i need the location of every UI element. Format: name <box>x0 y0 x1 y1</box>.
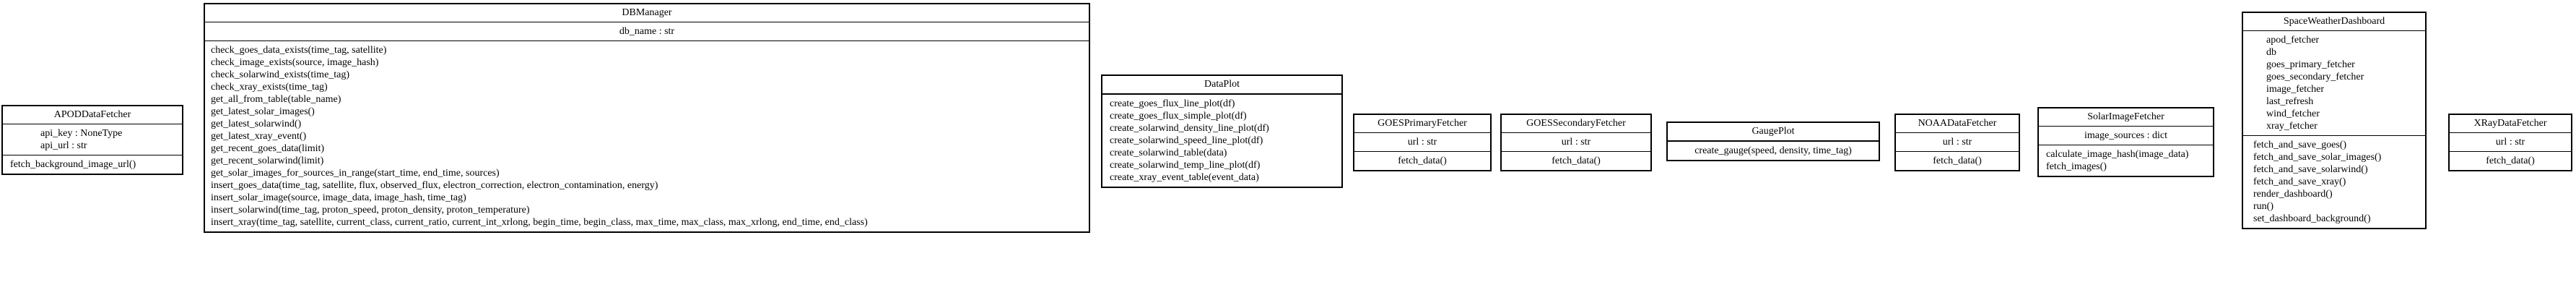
class-attributes: url : str <box>2450 133 2571 152</box>
class-methods: fetch_background_image_url() <box>3 155 182 174</box>
class-attributes: image_sources : dict <box>2039 127 2213 145</box>
class-attributes: url : str <box>1354 133 1490 152</box>
attribute: goes_secondary_fetcher <box>2266 72 2364 82</box>
method: create_solarwind_density_line_plot(df) <box>1110 123 1269 134</box>
method: get_all_from_table(table_name) <box>211 94 341 105</box>
class-name: NOAADataFetcher <box>1896 115 2019 133</box>
attribute: xray_fetcher <box>2266 121 2318 132</box>
class-goes-primary-fetcher: GOESPrimaryFetcher url : str fetch_data(… <box>1353 114 1492 171</box>
class-methods: fetch_data() <box>1502 152 1650 170</box>
method: render_dashboard() <box>2253 189 2333 200</box>
attribute: goes_primary_fetcher <box>2266 59 2355 70</box>
attribute: apod_fetcher <box>2266 35 2320 46</box>
class-name: SpaceWeatherDashboard <box>2243 13 2425 31</box>
attribute: url : str <box>2495 137 2525 148</box>
method: fetch_data() <box>1398 155 1447 166</box>
attribute: api_key : NoneType <box>40 128 123 139</box>
class-name: GaugePlot <box>1668 123 1879 141</box>
class-attributes: db_name : str <box>205 22 1089 41</box>
class-attributes <box>1668 141 1879 142</box>
method: insert_solarwind(time_tag, proton_speed,… <box>211 205 530 216</box>
attribute: api_url : str <box>40 140 87 151</box>
method: fetch_data() <box>1552 155 1601 166</box>
class-name: GOESSecondaryFetcher <box>1502 115 1650 133</box>
method: create_goes_flux_simple_plot(df) <box>1110 111 1247 121</box>
method: fetch_and_save_xray() <box>2253 176 2346 187</box>
method: check_goes_data_exists(time_tag, satelli… <box>211 45 387 56</box>
method: fetch_images() <box>2046 161 2107 172</box>
method: get_recent_solarwind(limit) <box>211 155 324 166</box>
method: create_xray_event_table(event_data) <box>1110 172 1259 183</box>
method: set_dashboard_background() <box>2253 213 2371 224</box>
class-name: GOESPrimaryFetcher <box>1354 115 1490 133</box>
class-goes-secondary-fetcher: GOESSecondaryFetcher url : str fetch_dat… <box>1500 114 1652 171</box>
class-methods: fetch_data() <box>1354 152 1490 170</box>
attribute: wind_fetcher <box>2266 108 2320 119</box>
method: insert_xray(time_tag, satellite, current… <box>211 217 868 228</box>
method: get_latest_xray_event() <box>211 131 307 142</box>
attribute: url : str <box>1561 137 1591 148</box>
method: check_xray_exists(time_tag) <box>211 82 328 93</box>
class-name: APODDataFetcher <box>3 106 182 124</box>
method: create_solarwind_speed_line_plot(df) <box>1110 135 1263 146</box>
class-noaa-data-fetcher: NOAADataFetcher url : str fetch_data() <box>1894 114 2020 171</box>
method: fetch_and_save_solarwind() <box>2253 164 2368 175</box>
class-methods: check_goes_data_exists(time_tag, satelli… <box>205 41 1089 231</box>
method: check_solarwind_exists(time_tag) <box>211 69 350 80</box>
method: fetch_and_save_goes() <box>2253 140 2347 150</box>
class-space-weather-dashboard: SpaceWeatherDashboard apod_fetcher db go… <box>2242 12 2427 229</box>
attribute: image_sources : dict <box>2084 130 2168 141</box>
class-methods: create_goes_flux_line_plot(df) create_go… <box>1102 95 1341 187</box>
class-data-plot: DataPlot create_goes_flux_line_plot(df) … <box>1101 74 1343 188</box>
class-attributes: url : str <box>1896 133 2019 152</box>
class-name: SolarImageFetcher <box>2039 108 2213 127</box>
class-methods: fetch_data() <box>2450 152 2571 170</box>
method: get_recent_goes_data(limit) <box>211 143 325 154</box>
class-solar-image-fetcher: SolarImageFetcher image_sources : dict c… <box>2037 107 2214 177</box>
attribute: image_fetcher <box>2266 84 2325 95</box>
attribute: url : str <box>1942 137 1972 148</box>
class-name: DataPlot <box>1102 76 1341 94</box>
method: insert_goes_data(time_tag, satellite, fl… <box>211 180 658 191</box>
class-name: XRayDataFetcher <box>2450 115 2571 133</box>
class-gauge-plot: GaugePlot create_gauge(speed, density, t… <box>1666 121 1880 161</box>
method: fetch_data() <box>1933 155 1982 166</box>
class-methods: create_gauge(speed, density, time_tag) <box>1668 142 1879 160</box>
class-methods: fetch_and_save_goes() fetch_and_save_sol… <box>2243 136 2425 228</box>
method: create_solarwind_table(data) <box>1110 148 1227 158</box>
class-xray-data-fetcher: XRayDataFetcher url : str fetch_data() <box>2448 114 2572 171</box>
method: check_image_exists(source, image_hash) <box>211 57 379 68</box>
class-methods: fetch_data() <box>1896 152 2019 170</box>
class-attributes <box>1102 94 1341 95</box>
attribute: db_name : str <box>619 26 675 37</box>
method: run() <box>2253 201 2273 212</box>
attribute: url : str <box>1407 137 1437 148</box>
class-db-manager: DBManager db_name : str check_goes_data_… <box>204 3 1090 233</box>
method: create_gauge(speed, density, time_tag) <box>1694 145 1852 156</box>
class-attributes: api_key : NoneType api_url : str <box>3 124 182 155</box>
class-name: DBManager <box>205 4 1089 22</box>
method: fetch_and_save_solar_images() <box>2253 152 2382 163</box>
method: create_solarwind_temp_line_plot(df) <box>1110 160 1261 171</box>
method: fetch_data() <box>2486 155 2535 166</box>
method: insert_solar_image(source, image_data, i… <box>211 192 466 203</box>
method: get_latest_solar_images() <box>211 106 315 117</box>
method: get_latest_solarwind() <box>211 119 302 129</box>
class-apod-data-fetcher: APODDataFetcher api_key : NoneType api_u… <box>1 105 183 175</box>
method: fetch_background_image_url() <box>10 159 136 170</box>
class-methods: calculate_image_hash(image_data) fetch_i… <box>2039 145 2213 176</box>
method: create_goes_flux_line_plot(df) <box>1110 98 1235 109</box>
method: get_solar_images_for_sources_in_range(st… <box>211 168 500 179</box>
attribute: db <box>2266 47 2276 58</box>
class-attributes: apod_fetcher db goes_primary_fetcher goe… <box>2243 31 2425 136</box>
attribute: last_refresh <box>2266 96 2314 107</box>
class-attributes: url : str <box>1502 133 1650 152</box>
method: calculate_image_hash(image_data) <box>2046 149 2189 160</box>
